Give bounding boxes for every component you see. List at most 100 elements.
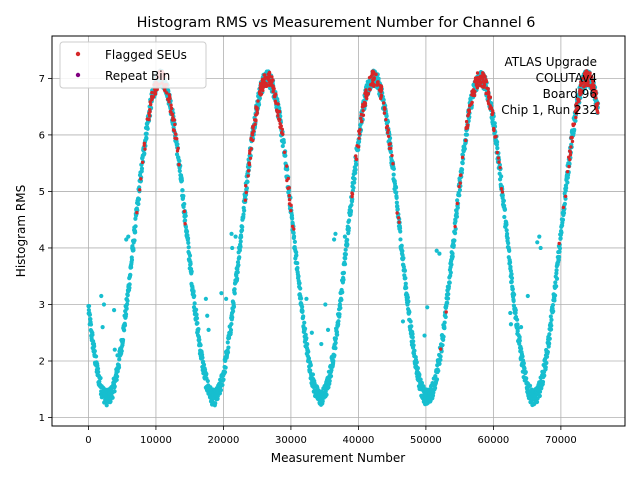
- main-point: [453, 219, 458, 224]
- main-point: [294, 253, 299, 258]
- main-point: [353, 167, 358, 172]
- main-point: [346, 218, 352, 223]
- flagged-seu-point: [379, 88, 384, 93]
- main-point: [181, 193, 186, 199]
- main-point: [559, 230, 564, 235]
- flagged-seu-point: [276, 109, 281, 114]
- main-point: [381, 97, 386, 103]
- legend-label-flagged-seus: Flagged SEUs: [105, 48, 187, 62]
- flagged-seu-point: [171, 115, 175, 120]
- main-point: [573, 118, 578, 123]
- y-tick-label: 4: [39, 243, 45, 254]
- flagged-seu-point: [177, 162, 181, 167]
- flagged-seu-point: [287, 186, 291, 190]
- main-point: [236, 263, 241, 268]
- main-point: [114, 377, 119, 383]
- flagged-seu-point: [565, 169, 570, 174]
- flagged-seu-point: [271, 89, 275, 94]
- main-point-outlier: [205, 313, 210, 318]
- flagged-seu-point: [592, 86, 596, 90]
- annotation: ATLAS Upgrade COLUTAv4 Board 96 Chip 1, …: [501, 55, 597, 117]
- main-point: [408, 319, 413, 324]
- main-point: [511, 292, 517, 297]
- main-point-outlier: [325, 327, 331, 333]
- main-point: [352, 176, 357, 182]
- main-point: [450, 251, 455, 256]
- main-point: [205, 378, 210, 384]
- main-point: [448, 273, 453, 278]
- main-point: [410, 335, 415, 340]
- main-point-outlier: [537, 234, 542, 239]
- main-point-outlier: [406, 299, 411, 304]
- main-point: [291, 234, 297, 239]
- annotation-line-3: Board 96: [543, 87, 597, 101]
- main-point: [547, 336, 552, 341]
- main-point-outlier: [101, 302, 107, 307]
- flagged-seu-point: [182, 209, 187, 214]
- main-point: [333, 336, 338, 341]
- main-point: [457, 187, 463, 193]
- flagged-seu-point: [582, 75, 587, 80]
- legend: Flagged SEUs Repeat Bin: [59, 41, 207, 89]
- main-point: [521, 361, 526, 366]
- main-point: [403, 281, 408, 286]
- main-point: [232, 291, 237, 296]
- main-point: [515, 322, 520, 327]
- main-point: [183, 213, 188, 218]
- flagged-seu-point: [272, 87, 276, 91]
- main-point-outlier: [400, 319, 406, 324]
- main-point: [235, 270, 240, 275]
- main-point: [384, 113, 389, 119]
- main-point: [352, 180, 357, 185]
- main-point: [96, 369, 101, 375]
- main-point: [519, 346, 524, 351]
- main-point: [223, 365, 228, 370]
- flagged-seu-point: [249, 136, 253, 141]
- flagged-seu-point: [359, 112, 363, 117]
- main-point: [289, 213, 295, 218]
- main-point: [115, 374, 120, 379]
- main-point: [545, 349, 550, 355]
- main-point: [136, 201, 141, 207]
- flagged-seu-point: [142, 141, 147, 145]
- flagged-seu-point: [173, 132, 178, 136]
- main-point: [129, 265, 134, 270]
- flagged-seu-point: [391, 162, 395, 166]
- main-point: [412, 348, 417, 353]
- main-point: [403, 276, 408, 281]
- annotation-line-4: Chip 1, Run 232: [501, 103, 597, 117]
- main-point: [554, 271, 559, 276]
- flagged-seu-point: [384, 117, 388, 122]
- main-point: [305, 342, 310, 347]
- main-point: [88, 316, 93, 322]
- x-tick-label: 30000: [275, 435, 307, 446]
- main-point: [442, 320, 447, 325]
- x-tick-label: 70000: [545, 435, 577, 446]
- main-point: [455, 198, 460, 203]
- main-point: [231, 304, 237, 310]
- flagged-seu-point: [150, 90, 154, 95]
- main-point: [194, 312, 199, 317]
- main-point: [542, 373, 547, 378]
- flagged-seu-point: [363, 91, 367, 96]
- main-point: [326, 385, 331, 390]
- main-point: [304, 336, 309, 341]
- main-point: [98, 376, 103, 381]
- main-point: [256, 102, 262, 107]
- main-point: [502, 214, 507, 220]
- x-axis-ticks: 0 10000 20000 30000 40000 50000 60000 70000: [85, 426, 577, 446]
- main-point: [349, 202, 354, 208]
- flagged-seu-point: [169, 106, 174, 111]
- main-point: [196, 327, 201, 332]
- main-point: [238, 244, 243, 249]
- main-point: [295, 261, 300, 266]
- x-tick-label: 40000: [343, 435, 375, 446]
- flagged-seu-point: [264, 75, 269, 80]
- main-point: [509, 271, 514, 277]
- legend-box: [59, 41, 207, 89]
- flagged-seu-point: [244, 190, 248, 195]
- main-point: [300, 308, 305, 314]
- main-point: [457, 193, 462, 198]
- main-point: [123, 312, 129, 317]
- main-point: [237, 255, 242, 260]
